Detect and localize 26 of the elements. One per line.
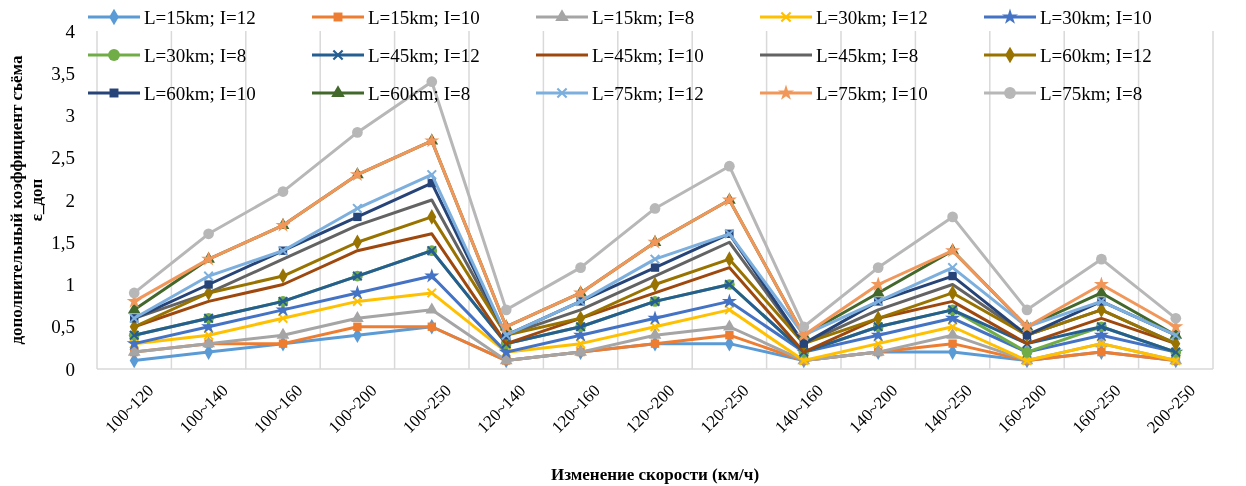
y-tick-label: 1	[65, 274, 75, 296]
y-tick-label: 0	[65, 358, 75, 380]
legend-label: L=30km; I=8	[144, 44, 247, 66]
legend-label: L=15km; I=8	[592, 6, 695, 28]
y-tick-label: 2,5	[51, 147, 75, 169]
y-tick-label: 3,5	[51, 62, 75, 84]
legend-label: L=75km; I=10	[816, 82, 928, 104]
y-axis-title: дополнительный коэффициент съёма ε_доп	[7, 54, 47, 345]
y-tick-label: 1,5	[51, 231, 75, 253]
y-tick-label: 3	[65, 105, 75, 127]
legend-label: L=15km; I=10	[368, 6, 480, 28]
legend-label: L=45km; I=10	[592, 44, 704, 66]
legend-label: L=75km; I=8	[1040, 82, 1143, 104]
legend-label: L=60km; I=12	[1040, 44, 1152, 66]
legend-label: L=45km; I=8	[816, 44, 919, 66]
legend-label: L=30km; I=10	[1040, 6, 1152, 28]
x-axis-title: Изменение скорости (км/ч)	[550, 465, 760, 484]
legend-label: L=15km; I=12	[144, 6, 256, 28]
y-tick-label: 4	[65, 20, 76, 42]
legend-label: L=60km; I=8	[368, 82, 471, 104]
y-tick-label: 2	[65, 189, 75, 211]
legend-label: L=45km; I=12	[368, 44, 480, 66]
legend-label: L=75km; I=12	[592, 82, 704, 104]
legend-label: L=30km; I=12	[816, 6, 928, 28]
y-tick-label: 0,5	[51, 316, 75, 338]
legend-label: L=60km; I=10	[144, 82, 256, 104]
